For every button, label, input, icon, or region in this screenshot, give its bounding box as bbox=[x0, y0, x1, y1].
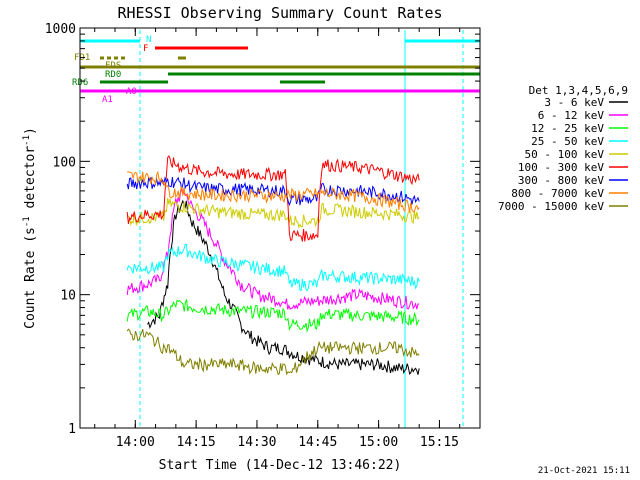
flag-label: F bbox=[143, 44, 148, 54]
x-tick-label: 14:00 bbox=[116, 435, 155, 450]
flag-label: A0 bbox=[126, 87, 137, 97]
x-tick-label: 14:30 bbox=[237, 435, 276, 450]
series-line bbox=[126, 154, 420, 242]
x-tick-label: 14:15 bbox=[177, 435, 216, 450]
plot-frame: 14:00 14:15 14:30 14:45 15:00 15:15 1 10 100 1000 bbox=[45, 22, 481, 450]
legend-title: Det 1,3,4,5,6,9 bbox=[529, 84, 628, 97]
legend-entry-label: 6 - 12 keV bbox=[538, 109, 605, 122]
legend-entry-label: 800 - 7000 keV bbox=[511, 187, 604, 200]
flag-label: A1 bbox=[102, 95, 113, 105]
legend-entry-label: 7000 - 15000 keV bbox=[498, 200, 604, 213]
plot-border bbox=[79, 27, 481, 429]
flag-label: N bbox=[146, 35, 151, 45]
footer-date: 21-Oct-2021 15:11 bbox=[538, 466, 630, 476]
series-line bbox=[126, 176, 420, 207]
x-tick-label: 15:00 bbox=[359, 435, 398, 450]
y-tick-label: 1000 bbox=[45, 22, 76, 37]
legend-entry-label: 50 - 100 keV bbox=[525, 148, 605, 161]
y-tick-label: 1 bbox=[68, 422, 76, 437]
y-axis-label: Count Rate (s-1 detector-1) bbox=[22, 127, 38, 329]
x-tick-label: 15:15 bbox=[420, 435, 459, 450]
x-axis-label: Start Time (14-Dec-12 13:46:22) bbox=[159, 458, 402, 473]
flag-label: RD0 bbox=[105, 70, 121, 80]
series-line bbox=[126, 298, 420, 333]
series-line bbox=[147, 199, 420, 375]
series-line bbox=[126, 186, 420, 311]
legend-entry-label: 100 - 300 keV bbox=[518, 161, 604, 174]
x-tick-label: 14:45 bbox=[298, 435, 337, 450]
legend-entry-label: 25 - 50 keV bbox=[531, 135, 604, 148]
y-tick-label: 10 bbox=[60, 289, 76, 304]
flag-label: FDS bbox=[105, 61, 121, 71]
series-lines bbox=[126, 154, 420, 376]
legend-entry-label: 12 - 25 keV bbox=[531, 122, 604, 135]
legend-entry-label: 3 - 6 keV bbox=[544, 96, 604, 109]
series-line bbox=[126, 328, 420, 376]
y-tick-label: 100 bbox=[53, 155, 76, 170]
series-line bbox=[126, 197, 420, 229]
series-line bbox=[127, 170, 420, 213]
legend-entry-label: 300 - 800 keV bbox=[518, 174, 604, 187]
series-line bbox=[126, 243, 420, 292]
chart-title: RHESSI Observing Summary Count Rates bbox=[117, 4, 442, 22]
